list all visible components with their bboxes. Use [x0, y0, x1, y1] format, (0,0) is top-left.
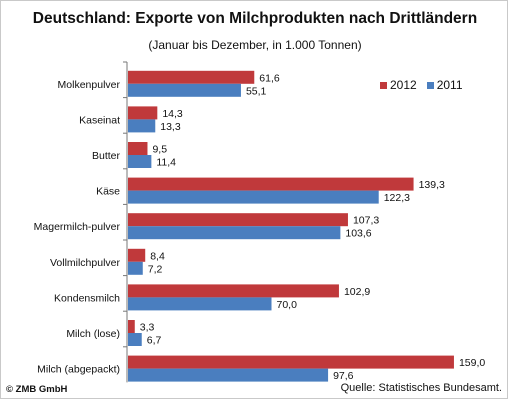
bar-2012: [128, 177, 414, 191]
legend: 2012 2011: [380, 78, 467, 92]
data-label-2011: 103,6: [345, 228, 371, 240]
legend-item-2011: 2011: [426, 78, 463, 92]
bar-2011: [128, 155, 152, 168]
data-label-2011: 11,4: [156, 157, 176, 169]
category-label: Kaseinat: [79, 114, 120, 126]
data-label-2011: 55,1: [246, 85, 267, 97]
bar-2011: [128, 368, 329, 382]
source-note: Quelle: Statistisches Bundesamt.: [340, 382, 502, 394]
category-label: Butter: [92, 150, 121, 162]
category-label: Milch (abgepackt): [37, 364, 120, 376]
bar-2011: [128, 333, 142, 346]
bar-2011: [128, 190, 379, 204]
bar-2012: [128, 355, 454, 369]
data-label-2012: 3,3: [140, 322, 155, 334]
category-label: Vollmilchpulver: [50, 257, 121, 269]
legend-item-2012: 2012: [380, 78, 417, 92]
data-label-2012: 159,0: [459, 357, 485, 369]
category-label: Milch (lose): [66, 328, 120, 340]
category-label: Magermilch-pulver: [34, 221, 121, 233]
bar-2011: [128, 297, 272, 311]
legend-swatch-2011: [426, 81, 434, 89]
bar-2011: [128, 261, 143, 275]
data-label-2012: 9,5: [152, 144, 167, 156]
category-label: Kondensmilch: [54, 292, 120, 304]
data-label-2011: 7,2: [148, 263, 163, 275]
bar-2012: [128, 70, 255, 84]
chart-title: Deutschland: Exporte von Milchprodukten …: [32, 10, 478, 27]
bar-2011: [128, 119, 156, 133]
bar-2012: [128, 213, 348, 227]
legend-label-2011: 2011: [436, 78, 463, 92]
data-label-2012: 139,3: [419, 179, 445, 191]
legend-label-2012: 2012: [390, 78, 417, 92]
bar-2011: [128, 226, 341, 240]
data-label-2012: 102,9: [344, 286, 370, 298]
legend-swatch-2012: [380, 81, 387, 89]
data-label-2012: 107,3: [353, 215, 379, 227]
data-label-2011: 97,6: [333, 370, 354, 382]
data-label-2012: 8,4: [150, 250, 165, 262]
data-label-2011: 70,0: [277, 299, 298, 311]
category-label: Molkenpulver: [58, 79, 121, 91]
bar-2012: [128, 142, 148, 155]
data-label-2011: 122,3: [384, 192, 410, 204]
bar-2012: [128, 248, 146, 262]
copyright-note: © ZMB GmbH: [6, 384, 68, 395]
data-label-2011: 13,3: [160, 121, 181, 133]
bar-2011: [128, 83, 241, 97]
data-label-2012: 61,6: [259, 72, 280, 84]
bar-2012: [128, 284, 339, 298]
bar-2012: [128, 106, 158, 120]
data-label-2012: 14,3: [162, 108, 183, 120]
bar-2012: [128, 320, 135, 333]
category-label: Käse: [96, 186, 120, 198]
chart-subtitle: (Januar bis Dezember, in 1.000 Tonnen): [148, 38, 362, 52]
data-label-2011: 6,7: [147, 335, 162, 347]
